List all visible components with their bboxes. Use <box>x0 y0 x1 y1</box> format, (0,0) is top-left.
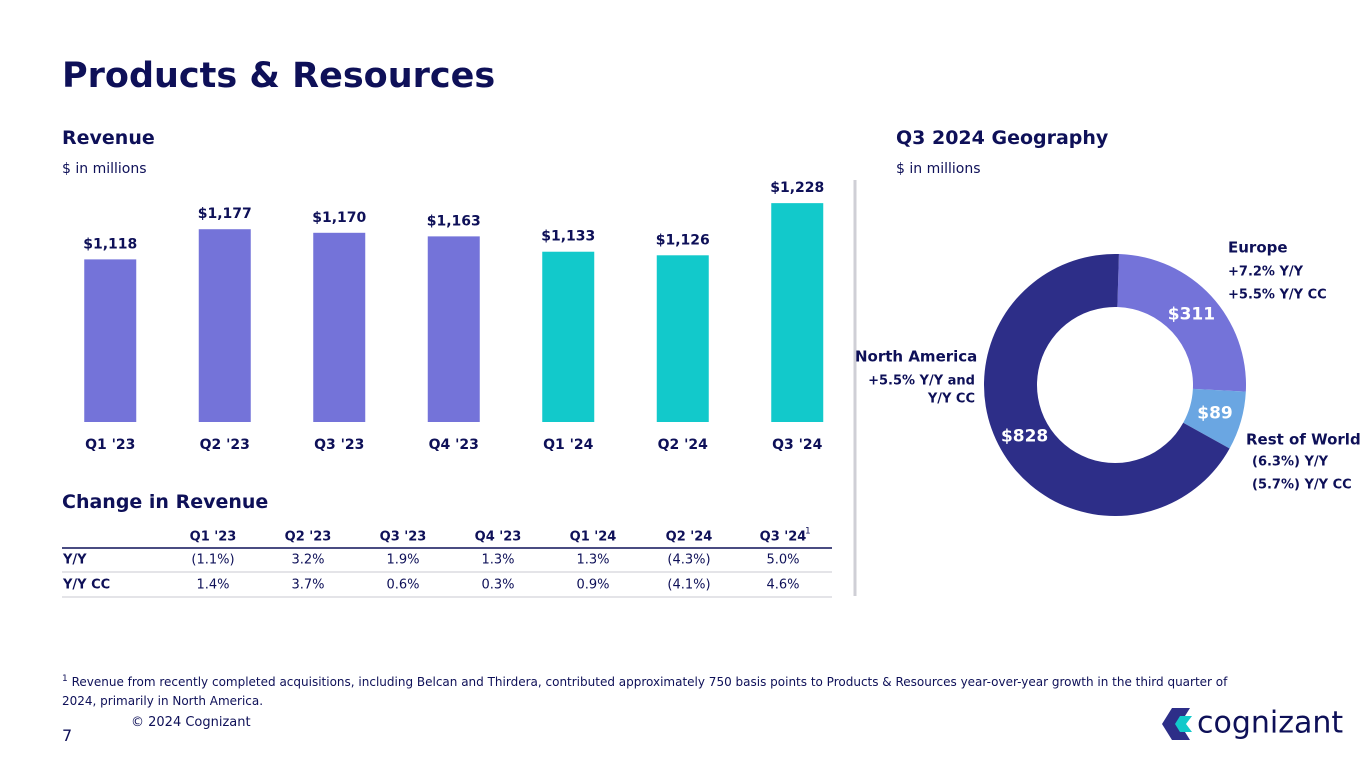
column-header: Q2 '23 <box>285 530 332 545</box>
value-label: $1,228 <box>770 180 824 196</box>
value-label: $1,163 <box>427 213 481 229</box>
value-label: $1,177 <box>198 206 252 222</box>
table-title: Change in Revenue <box>62 491 269 513</box>
value-label: $311 <box>1168 304 1215 324</box>
column-header: Q1 '24 <box>570 530 617 545</box>
chart-subtitle: $ in millions <box>896 161 981 177</box>
column-header: Q1 '23 <box>190 530 237 545</box>
annotation: (6.3%) Y/Y <box>1252 455 1329 470</box>
value-label: $1,118 <box>83 236 137 252</box>
bar <box>427 236 480 422</box>
table-cell: 5.0% <box>766 553 799 568</box>
column-header: Q3 '23 <box>380 530 427 545</box>
table-cell: 3.2% <box>291 553 324 568</box>
value-label: $89 <box>1197 404 1233 424</box>
table-cell: 0.6% <box>386 578 419 593</box>
value-label: $1,170 <box>312 210 366 226</box>
bar <box>313 232 366 422</box>
table-cell: 0.3% <box>481 578 514 593</box>
annotation: +7.2% Y/Y <box>1228 265 1304 280</box>
x-tick-label: Q2 '23 <box>200 437 250 453</box>
column-marker: 1 <box>805 527 811 537</box>
bar <box>84 259 137 422</box>
table-cell: 3.7% <box>291 578 324 593</box>
table-cell: (4.3%) <box>667 553 710 568</box>
value-label: $828 <box>1001 426 1048 446</box>
bar <box>771 203 824 422</box>
slide-title: Products & Resources <box>62 56 496 96</box>
page-number: 7 <box>62 726 73 745</box>
category-label: Europe <box>1228 239 1288 257</box>
donut-slice <box>1183 388 1246 449</box>
chart-title: Q3 2024 Geography <box>896 127 1109 149</box>
chart-title: Revenue <box>62 127 155 149</box>
annotation: Y/Y CC <box>927 392 975 407</box>
x-tick-label: Q3 '24 <box>772 437 823 453</box>
footnote: 1 Revenue from recently completed acquis… <box>62 670 1242 711</box>
annotation: +5.5% Y/Y CC <box>1228 288 1327 303</box>
x-tick-label: Q4 '23 <box>429 437 479 453</box>
table-cell: (1.1%) <box>191 553 234 568</box>
footnote-text: Revenue from recently completed acquisit… <box>62 675 1228 708</box>
row-label: Y/Y <box>62 553 87 568</box>
category-label: Rest of World <box>1246 431 1361 449</box>
annotation: +5.5% Y/Y and <box>868 374 975 389</box>
table-cell: 1.3% <box>576 553 609 568</box>
bar <box>656 255 709 422</box>
donut-slice <box>1117 254 1246 392</box>
footnote-marker: 1 <box>62 674 68 684</box>
table-cell: 1.9% <box>386 553 419 568</box>
copyright: © 2024 Cognizant <box>131 715 251 730</box>
x-tick-label: Q3 '23 <box>314 437 364 453</box>
table-cell: (4.1%) <box>667 578 710 593</box>
table-cell: 1.4% <box>196 578 229 593</box>
category-label: North America <box>855 348 977 366</box>
x-tick-label: Q2 '24 <box>658 437 709 453</box>
bar <box>542 251 595 422</box>
annotation: (5.7%) Y/Y CC <box>1252 478 1352 493</box>
column-header: Q2 '24 <box>666 530 713 545</box>
x-tick-label: Q1 '24 <box>543 437 594 453</box>
table-cell: 1.3% <box>481 553 514 568</box>
x-tick-label: Q1 '23 <box>85 437 135 453</box>
chart-subtitle: $ in millions <box>62 161 147 177</box>
column-header: Q4 '23 <box>475 530 522 545</box>
table-cell: 0.9% <box>576 578 609 593</box>
donut-slice <box>984 254 1230 516</box>
table-cell: 4.6% <box>766 578 799 593</box>
bar <box>198 229 251 422</box>
value-label: $1,126 <box>656 232 710 248</box>
value-label: $1,133 <box>541 229 595 245</box>
column-header: Q3 '24 <box>760 530 807 545</box>
row-label: Y/Y CC <box>62 578 110 593</box>
